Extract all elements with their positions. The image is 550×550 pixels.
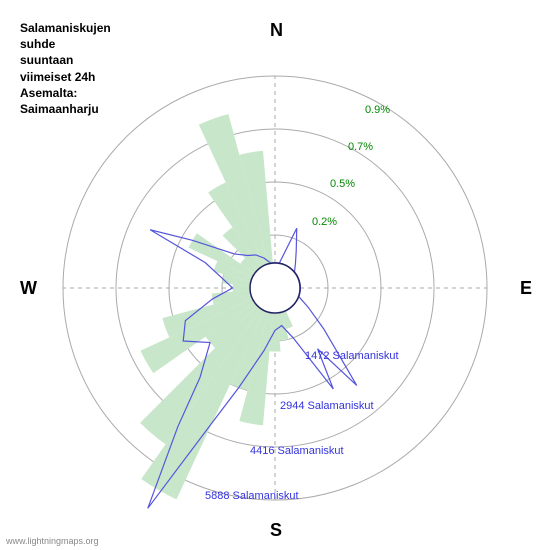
title-line: suhde <box>20 36 111 52</box>
ring-label: 0.2% <box>312 216 337 228</box>
cardinal-n: N <box>270 20 283 41</box>
count-label: 4416 Salamaniskut <box>250 445 344 457</box>
title-line: viimeiset 24h <box>20 69 111 85</box>
count-label: 2944 Salamaniskut <box>280 400 374 412</box>
cardinal-s: S <box>270 520 282 541</box>
ring-label: 0.7% <box>348 141 373 153</box>
attribution: www.lightningmaps.org <box>6 536 99 546</box>
chart-title: Salamaniskujen suhde suuntaan viimeiset … <box>20 20 111 117</box>
title-line: Asemalta: <box>20 85 111 101</box>
title-line: Saimaanharju <box>20 101 111 117</box>
ring-label: 0.5% <box>330 178 355 190</box>
cardinal-e: E <box>520 278 532 299</box>
title-line: Salamaniskujen <box>20 20 111 36</box>
count-label: 5888 Salamaniskut <box>205 490 299 502</box>
title-line: suuntaan <box>20 52 111 68</box>
count-label: 1472 Salamaniskut <box>305 350 399 362</box>
cardinal-w: W <box>20 278 37 299</box>
ring-label: 0.9% <box>365 104 390 116</box>
